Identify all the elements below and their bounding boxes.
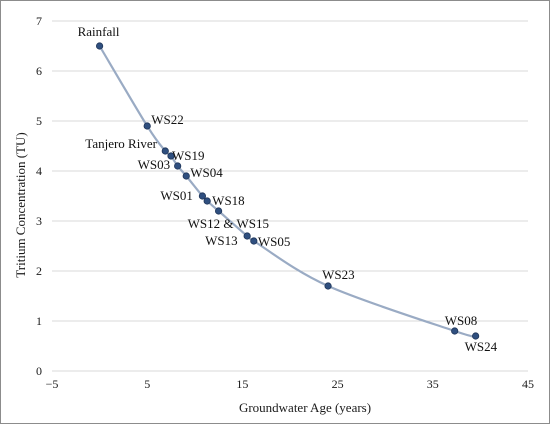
x-tick-label: 15 xyxy=(236,377,248,391)
y-tick-labels: 0 1 2 3 4 5 6 7 xyxy=(36,14,42,378)
gridlines xyxy=(52,20,528,372)
x-tick-labels: −5 5 15 25 35 45 xyxy=(46,377,534,391)
data-points xyxy=(96,42,480,340)
point-label: WS03 xyxy=(138,157,171,172)
x-tick-label: 5 xyxy=(144,377,150,391)
point-label: Rainfall xyxy=(78,24,120,39)
data-point-ws23 xyxy=(324,282,332,290)
point-label: WS23 xyxy=(322,267,355,282)
point-label: WS18 xyxy=(212,193,245,208)
x-tick-label: 45 xyxy=(522,377,534,391)
data-point-ws18 xyxy=(203,197,211,205)
data-point-ws05 xyxy=(250,237,258,245)
x-axis-title: Groundwater Age (years) xyxy=(239,400,371,415)
data-point-ws04 xyxy=(182,172,190,180)
data-point-rainfall xyxy=(96,42,104,50)
point-label: WS04 xyxy=(190,165,223,180)
x-tick-label: 35 xyxy=(427,377,439,391)
point-label: WS22 xyxy=(151,112,184,127)
data-point-ws24 xyxy=(472,332,480,340)
data-point-ws19 xyxy=(167,152,175,160)
data-point-ws01 xyxy=(198,192,207,200)
data-point-ws22 xyxy=(143,122,151,130)
data-point-ws08 xyxy=(451,327,459,335)
point-label: WS05 xyxy=(258,234,291,249)
y-tick-label: 2 xyxy=(36,264,42,278)
y-tick-label: 0 xyxy=(36,364,42,378)
y-tick-label: 1 xyxy=(36,314,42,328)
x-tick-label: −5 xyxy=(46,377,59,391)
data-point-tanjero-river xyxy=(161,147,169,155)
point-label: WS19 xyxy=(172,148,205,163)
point-label: WS13 xyxy=(205,233,238,248)
data-point-ws13 xyxy=(243,232,251,240)
data-point-ws12-ws15 xyxy=(215,207,223,215)
point-label: WS08 xyxy=(445,313,478,328)
point-label: Tanjero River xyxy=(85,136,157,151)
y-tick-label: 7 xyxy=(36,14,42,28)
point-label: WS12 & WS15 xyxy=(188,216,269,231)
point-label: WS01 xyxy=(160,188,193,203)
point-label: WS24 xyxy=(465,339,498,354)
x-tick-label: 25 xyxy=(332,377,344,391)
y-tick-label: 6 xyxy=(36,64,42,78)
y-tick-label: 4 xyxy=(36,164,42,178)
y-tick-label: 3 xyxy=(36,214,42,228)
y-tick-label: 5 xyxy=(36,114,42,128)
y-axis-title: Tritium Concentration (TU) xyxy=(13,132,28,277)
data-point-ws03 xyxy=(174,162,182,170)
